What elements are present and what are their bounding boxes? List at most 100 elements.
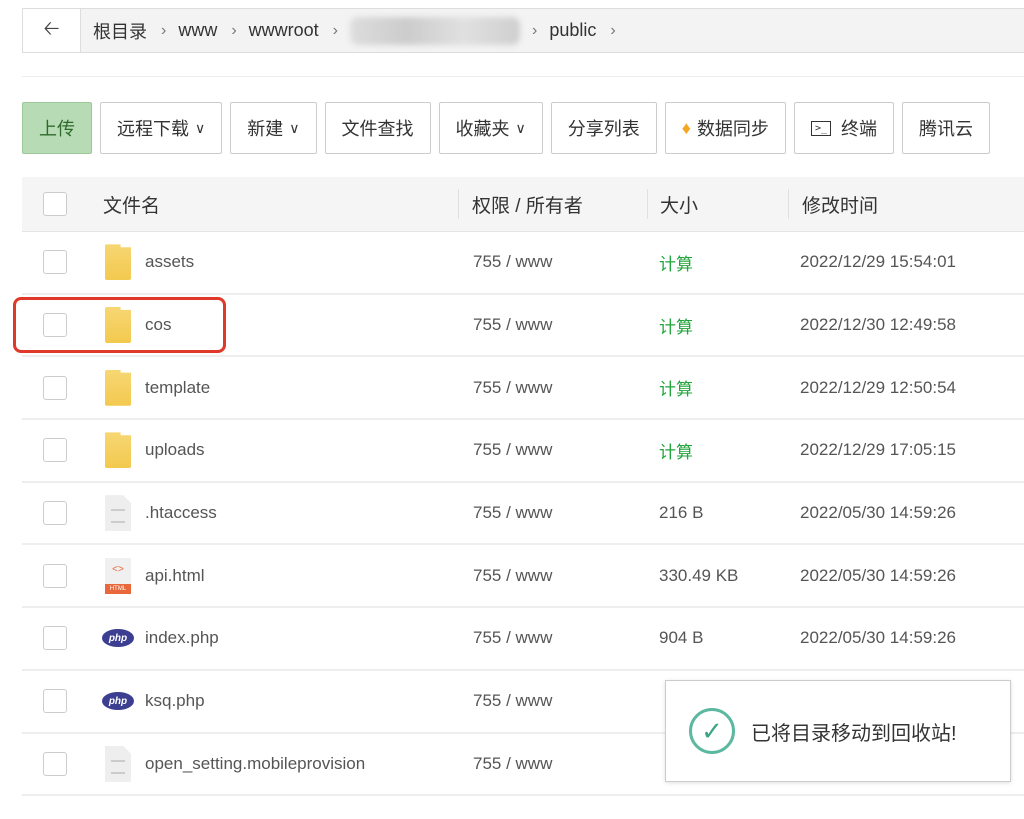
- perm-cell[interactable]: 755 / www: [473, 252, 553, 272]
- table-row[interactable]: php ksq.php 755 / www: [22, 671, 1024, 734]
- table-row[interactable]: template 755 / www 计算 2022/12/29 12:50:5…: [22, 357, 1024, 421]
- check-cell: [22, 250, 88, 275]
- chevron-right-icon: ›: [610, 21, 616, 39]
- file-name[interactable]: assets: [145, 252, 195, 272]
- check-cell: [22, 626, 88, 651]
- crumb-root[interactable]: 根目录 ›: [81, 18, 166, 44]
- crumb-label: wwwroot: [248, 20, 319, 40]
- check-cell: [22, 313, 88, 338]
- divider: [22, 76, 1024, 77]
- row-checkbox[interactable]: [43, 438, 67, 463]
- row-checkbox[interactable]: [43, 250, 67, 275]
- share-list-button[interactable]: 分享列表: [550, 102, 657, 154]
- row-checkbox[interactable]: [43, 563, 67, 588]
- name-cell: open_setting.mobileprovision: [88, 745, 458, 782]
- file-icon: [105, 745, 131, 782]
- terminal-button[interactable]: >_ 终端: [793, 102, 894, 154]
- name-cell: assets: [88, 244, 458, 281]
- file-name[interactable]: cos: [145, 315, 172, 335]
- file-name[interactable]: ksq.php: [145, 691, 205, 711]
- name-cell: template: [88, 369, 458, 406]
- header-perm[interactable]: 权限 / 所有者: [458, 189, 647, 219]
- tencent-cloud-button[interactable]: 腾讯云: [901, 102, 990, 154]
- button-label: 文件查找: [341, 119, 414, 139]
- html-file-icon: <> HTML: [105, 557, 131, 594]
- header-name[interactable]: 文件名: [103, 195, 161, 217]
- check-cell: [22, 563, 88, 588]
- button-label: 远程下载: [117, 119, 189, 139]
- check-cell: [22, 501, 88, 526]
- size-cell: 330.49 KB: [659, 565, 739, 585]
- redacted-crumb: [350, 16, 520, 45]
- header-date[interactable]: 修改时间: [788, 189, 1024, 219]
- data-sync-button[interactable]: ♦ 数据同步: [664, 102, 786, 154]
- perm-cell[interactable]: 755 / www: [473, 315, 553, 335]
- file-name[interactable]: open_setting.mobileprovision: [145, 753, 366, 773]
- table-row[interactable]: uploads 755 / www 计算 2022/12/29 17:05:15: [22, 420, 1024, 483]
- crumb-public[interactable]: public ›: [537, 20, 615, 41]
- table-row[interactable]: cos 755 / www 计算 2022/12/30 12:49:58: [22, 295, 1024, 358]
- date-cell: 2022/05/30 14:59:26: [800, 565, 956, 585]
- folder-icon: [105, 432, 131, 469]
- perm-cell[interactable]: 755 / www: [473, 628, 553, 648]
- favorites-button[interactable]: 收藏夹 ∨: [438, 102, 543, 154]
- size-cell[interactable]: 计算: [659, 317, 693, 337]
- button-label: 收藏夹: [455, 119, 510, 139]
- new-button[interactable]: 新建 ∨: [230, 102, 317, 154]
- crumb-wwwroot[interactable]: wwwroot ›: [237, 20, 338, 41]
- table-row[interactable]: open_setting.mobileprovision 755 / www: [22, 734, 1024, 797]
- table-row[interactable]: php index.php 755 / www 904 B 2022/05/30 …: [22, 608, 1024, 671]
- perm-cell[interactable]: 755 / www: [473, 503, 553, 523]
- file-name[interactable]: template: [145, 377, 211, 397]
- file-name[interactable]: .htaccess: [145, 503, 217, 523]
- date-cell: 2022/12/29 15:54:01: [800, 252, 956, 272]
- upload-button[interactable]: 上传: [22, 102, 92, 154]
- file-table: 文件名 权限 / 所有者 大小 修改时间 assets 755 / www 计算…: [22, 177, 1024, 797]
- table-row[interactable]: <> HTML api.html 755 / www 330.49 KB 2022/…: [22, 545, 1024, 609]
- crumb-label: www: [178, 20, 218, 40]
- toolbar: 上传 远程下载 ∨ 新建 ∨ 文件查找 收藏夹 ∨ 分享列表 ♦ 数据同步 >_ 终端 腾…: [22, 102, 990, 154]
- perm-cell[interactable]: 755 / www: [473, 377, 553, 397]
- highlight-box: [13, 297, 226, 353]
- file-search-button[interactable]: 文件查找: [324, 102, 431, 154]
- header-size[interactable]: 大小: [647, 189, 788, 219]
- button-label: 上传: [39, 119, 75, 139]
- row-checkbox[interactable]: [43, 751, 67, 776]
- breadcrumb: 🡠 根目录 › www › wwwroot › › public ›: [22, 8, 1024, 53]
- row-checkbox[interactable]: [43, 501, 67, 526]
- php-file-icon: php: [102, 629, 134, 648]
- crumb-www[interactable]: www ›: [166, 20, 236, 41]
- remote-download-button[interactable]: 远程下载 ∨: [100, 102, 223, 154]
- name-cell: .htaccess: [88, 495, 458, 532]
- perm-cell[interactable]: 755 / www: [473, 753, 553, 773]
- row-checkbox[interactable]: [43, 313, 67, 338]
- chevron-down-icon: ∨: [515, 119, 526, 136]
- file-name[interactable]: api.html: [145, 565, 205, 585]
- file-name[interactable]: uploads: [145, 440, 205, 460]
- check-cell: [22, 438, 88, 463]
- select-all-checkbox[interactable]: [43, 192, 67, 216]
- size-cell[interactable]: 计算: [659, 442, 693, 462]
- perm-cell[interactable]: 755 / www: [473, 565, 553, 585]
- header-check-cell: [22, 192, 88, 216]
- size-cell: 904 B: [659, 628, 704, 648]
- row-checkbox[interactable]: [43, 689, 67, 714]
- row-checkbox[interactable]: [43, 375, 67, 400]
- chevron-right-icon: ›: [532, 21, 538, 39]
- button-label: 新建: [247, 119, 284, 139]
- size-cell[interactable]: 计算: [659, 380, 693, 400]
- perm-cell[interactable]: 755 / www: [473, 440, 553, 460]
- file-name[interactable]: index.php: [145, 628, 219, 648]
- check-cell: [22, 751, 88, 776]
- table-row[interactable]: assets 755 / www 计算 2022/12/29 15:54:01: [22, 232, 1024, 295]
- crumb-label: public: [549, 20, 597, 40]
- folder-icon: [105, 244, 131, 281]
- perm-cell[interactable]: 755 / www: [473, 691, 553, 711]
- row-checkbox[interactable]: [43, 626, 67, 651]
- date-cell: 2022/05/30 14:59:26: [800, 503, 956, 523]
- size-cell[interactable]: 计算: [659, 254, 693, 274]
- table-row[interactable]: .htaccess 755 / www 216 B 2022/05/30 14:…: [22, 483, 1024, 546]
- check-cell: [22, 375, 88, 400]
- back-arrow-icon[interactable]: 🡠: [23, 9, 81, 52]
- table-header: 文件名 权限 / 所有者 大小 修改时间: [22, 177, 1024, 232]
